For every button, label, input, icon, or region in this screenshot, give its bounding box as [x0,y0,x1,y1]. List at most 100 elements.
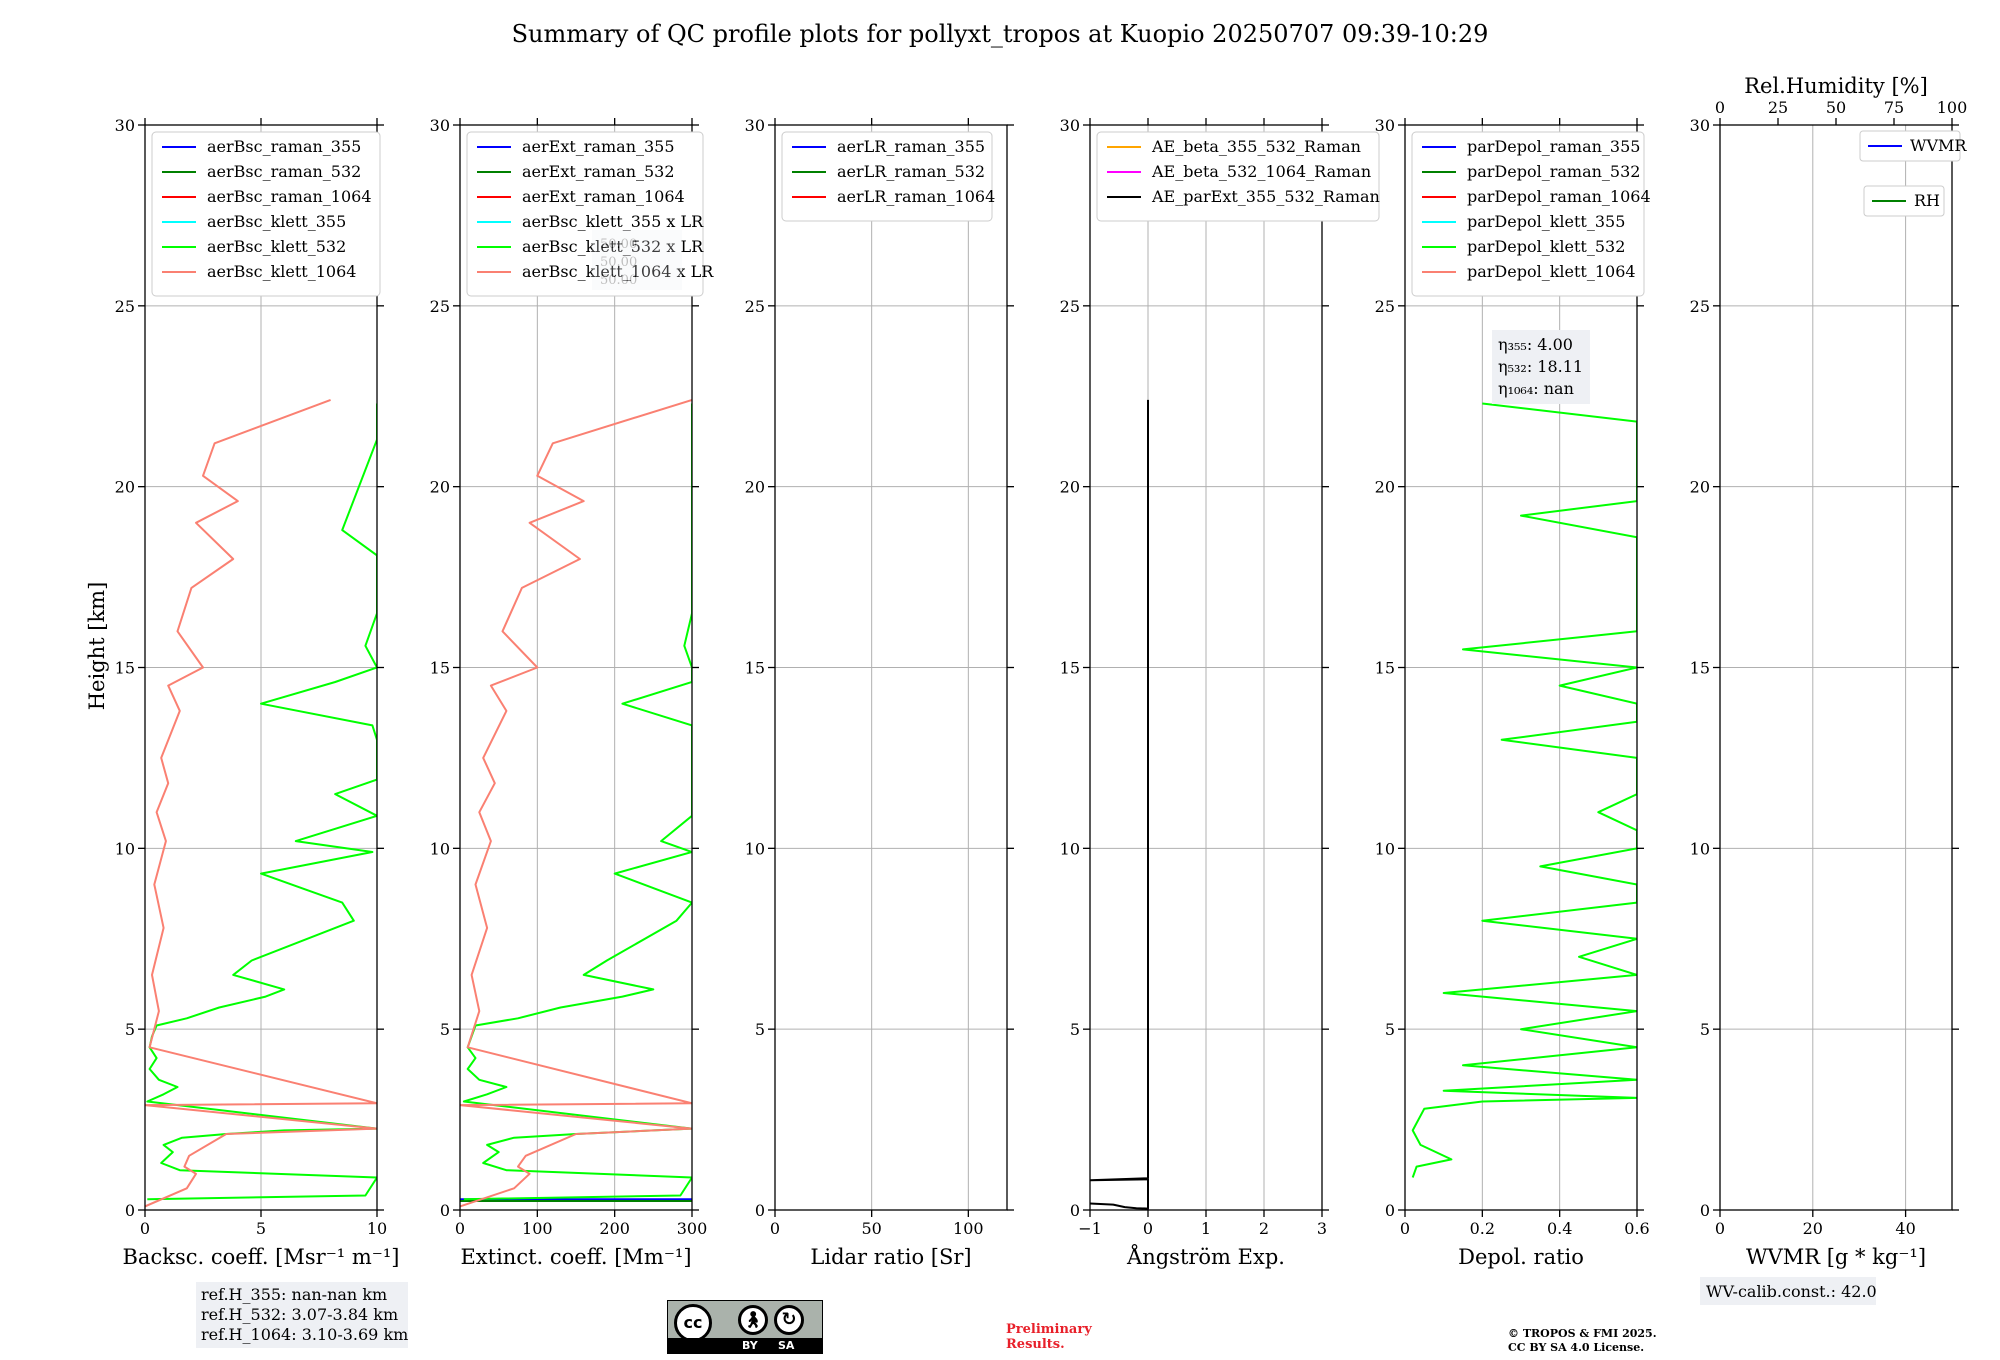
y-tick-label: 5 [125,1020,135,1039]
legend: AE_beta_355_532_Raman AE_beta_532_1064_Ra… [1096,131,1380,222]
legend-label: aerBsc_klett_532 [207,237,346,256]
legend-label: aerBsc_klett_1064 [207,262,356,281]
legend-label: AE_beta_355_532_Raman [1151,137,1361,156]
share-alike-icon: ↻ [774,1305,804,1335]
eta-annotation: η₃₅₅: 4.00 η₅₃₂: 18.11 η₁₀₆₄: nan [1492,330,1590,404]
hidden-lr-annotation: 50.00 50.00 50.00 [592,230,682,290]
panel-1: 0 5 10 15 20 25 30 0 5 10 Backsc. coeff. [Msr⁻¹ m⁻… [115,116,400,1269]
copyright-line-1: © TROPOS & FMI 2025. [1508,1327,1657,1340]
legend-label: aerBsc_klett_355 x LR [522,212,704,231]
x-tick-label: 0 [1715,1219,1725,1238]
x-axis-label: Backsc. coeff. [Msr⁻¹ m⁻¹] [123,1245,400,1269]
y-tick-label: 10 [1375,839,1395,858]
y-tick-label: 0 [1700,1201,1710,1220]
series-line-pardepol-klett-532 [1411,402,1637,1178]
x-tick-label: 2 [1259,1219,1269,1238]
x-tick-label: 3 [1317,1219,1327,1238]
legend-label: parDepol_klett_1064 [1467,262,1636,281]
y-tick-label: 0 [125,1201,135,1220]
wv-calib-box [1700,1277,1876,1305]
hidden-lr-box [592,230,682,290]
cc-by-sa-logo: cc 🚶︎ ↻ BY SA [667,1300,823,1354]
y-tick-label: 25 [1690,297,1710,316]
legend-label: AE_parExt_355_532_Raman [1151,187,1380,206]
y-tick-label: 20 [1375,478,1395,497]
ref-height-annotation: ref.H_355: nan-nan km ref.H_532: 3.07-3.… [196,1282,408,1348]
cc-letters: cc [683,1313,703,1332]
x-tick-label: 40 [1895,1219,1915,1238]
x-axis-label: Extinct. coeff. [Mm⁻¹] [460,1245,691,1269]
cc-label-strip: BY SA [668,1338,822,1353]
x-tick-label: 200 [599,1219,630,1238]
eta-532-text: η₅₃₂: 18.11 [1498,357,1583,376]
figure-title: Summary of QC profile plots for pollyxt_… [512,20,1489,48]
legend: parDepol_raman_355 parDepol_raman_532 parD… [1411,131,1651,297]
y-tick-label: 5 [1070,1020,1080,1039]
y-tick-label: 10 [1690,839,1710,858]
legend-label: aerExt_raman_532 [522,162,675,181]
x-tick-label: 1 [1201,1219,1211,1238]
x-tick-label: 0 [1400,1219,1410,1238]
y-tick-label: 25 [115,297,135,316]
cc-sa-label: SA [778,1339,795,1352]
y-tick-label: 15 [1690,659,1710,678]
legend-label: aerLR_raman_532 [837,162,985,181]
y-tick-label: 20 [115,478,135,497]
panel-3: 0 5 10 15 20 25 30 0 50 100 Lidar ratio [Sr] aerLR_… [745,116,1014,1269]
x-tick-label: 0.6 [1624,1219,1649,1238]
y-tick-label: 20 [430,478,450,497]
series-line-aerbsc-klett-1064 [145,398,377,1208]
legend-label: parDepol_klett_532 [1467,237,1625,256]
y-tick-label: 5 [755,1020,765,1039]
x2-tick-label: 50 [1826,98,1846,117]
series-line-aerbsc-klett-1064-x-lr [460,398,692,1208]
x-axis-label: Depol. ratio [1458,1245,1584,1269]
legend-label: parDepol_raman_1064 [1467,187,1651,206]
cc-by-label: BY [742,1339,758,1352]
hidden-lr-text: 50.00 [600,255,637,270]
ref-h-355-text: ref.H_355: nan-nan km [201,1285,387,1304]
hidden-lr-text: 50.00 [600,237,637,252]
x-axis-label: Ångström Exp. [1126,1244,1285,1269]
wv-calib-text: WV-calib.const.: 42.0 [1706,1282,1877,1301]
eta-annotation-box [1492,330,1590,404]
x2-axis-label: Rel.Humidity [%] [1744,74,1928,98]
y-tick-label: 15 [1375,659,1395,678]
ref-height-box [196,1282,408,1348]
x-tick-label: 50 [861,1219,881,1238]
y-axis-label: Height [km] [85,582,109,711]
ref-h-1064-text: ref.H_1064: 3.10-3.69 km [201,1325,408,1344]
preliminary-line-1: Preliminary [1006,1322,1092,1337]
y-tick-label: 5 [440,1020,450,1039]
legend-label: RH [1914,191,1940,210]
legend: aerExt_raman_355 aerExt_raman_532 aerExt_r… [466,131,714,297]
x2-tick-label: 75 [1884,98,1904,117]
y-tick-label: 0 [440,1201,450,1220]
y-tick-label: 5 [1385,1020,1395,1039]
series-group [145,398,377,1208]
y-tick-label: 30 [115,116,135,135]
y-tick-label: 25 [1375,297,1395,316]
y-tick-label: 5 [1700,1020,1710,1039]
x2-tick-label: 100 [1937,98,1968,117]
legend-box [466,131,704,297]
legend-label: aerExt_raman_355 [522,137,675,156]
legend-label: parDepol_raman_532 [1467,162,1640,181]
y-tick-label: 30 [1690,116,1710,135]
legend-label: AE_beta_532_1064_Raman [1151,162,1371,181]
x-tick-label: 0 [140,1219,150,1238]
legend: aerBsc_raman_355 aerBsc_raman_532 aerBsc_r… [151,131,381,297]
legend-box [1096,131,1380,222]
x-tick-label: 5 [256,1219,266,1238]
legend-label: aerBsc_klett_532 x LR [522,237,704,256]
y-tick-label: 15 [115,659,135,678]
series-line-ae-parext-355-532-raman [1090,399,1149,1210]
x-tick-label: 0.2 [1470,1219,1495,1238]
y-tick-label: 10 [745,839,765,858]
series-group [460,398,692,1208]
y-tick-label: 30 [745,116,765,135]
cc-icon: cc [674,1304,712,1342]
series-group [1411,402,1637,1178]
x2-tick-label: 0 [1715,98,1725,117]
